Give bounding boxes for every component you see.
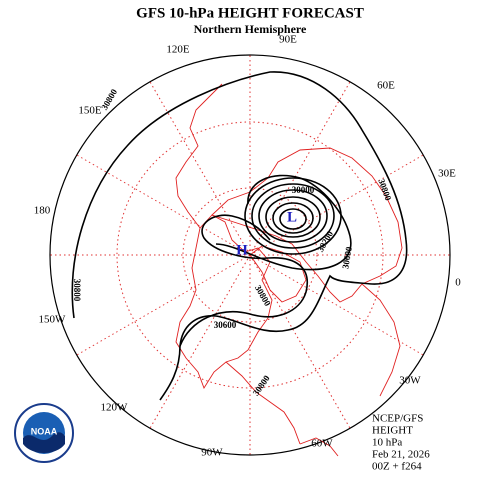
subtitle: Northern Hemisphere: [194, 22, 307, 36]
contour: [244, 177, 342, 255]
globe: 30800 30800 30800 30800 30600 30000 3020…: [49, 54, 451, 457]
longitude-label: 180: [34, 205, 51, 217]
longitude-label: 60E: [377, 80, 395, 92]
info-line: HEIGHT: [372, 425, 413, 437]
info-line: 00Z + f264: [372, 461, 422, 473]
logo-wave: [23, 432, 65, 453]
meridian: [249, 254, 424, 356]
coast-greenland: [249, 245, 307, 303]
info-line: 10 hPa: [372, 437, 402, 449]
contour: [258, 189, 328, 243]
contour-label: 30800: [99, 87, 119, 112]
info-line: NCEP/GFS: [372, 413, 423, 425]
contour-label: 30600: [214, 320, 237, 330]
longitude-label: 120W: [101, 402, 129, 414]
latitude-circle: [116, 121, 384, 389]
contour: [265, 196, 321, 238]
longitude-label: 30E: [438, 168, 456, 180]
info-block: NCEP/GFS HEIGHT 10 hPa Feb 21, 2026 00Z …: [372, 413, 430, 473]
meridian: [149, 81, 251, 256]
contour-label: 30800: [251, 373, 272, 398]
longitude-label: 0: [455, 277, 461, 289]
contour-label: 30800: [376, 177, 393, 202]
longitude-label: 60W: [311, 438, 333, 450]
contour: [251, 183, 335, 249]
contours: [71, 71, 408, 401]
high-center: H: [236, 242, 248, 258]
info-line: Feb 21, 2026: [372, 449, 430, 461]
meridian: [249, 81, 351, 256]
contour: [215, 174, 352, 271]
meridian: [76, 254, 251, 356]
longitude-labels: 90E 60E 30E 0 30W 60W 90W 120W 150W 180 …: [34, 34, 462, 459]
contour-label: 30600: [340, 245, 354, 269]
longitude-label: 30W: [399, 375, 421, 387]
contour: [71, 71, 408, 401]
noaa-logo: NOAA: [14, 403, 74, 463]
contour-label: 30800: [72, 279, 82, 302]
meridian: [76, 154, 251, 256]
contour: [272, 202, 314, 234]
contour-label: 30000: [292, 185, 315, 195]
coast-asia-east: [175, 83, 223, 229]
longitude-label: 120E: [166, 44, 190, 56]
latitude-circle: [182, 187, 318, 323]
meridian: [149, 254, 251, 429]
coast-south-america: [299, 437, 339, 457]
longitude-label: 150E: [78, 105, 102, 117]
meridian: [249, 254, 351, 429]
longitude-label: 90E: [279, 34, 297, 46]
meridian: [249, 154, 424, 256]
longitude-label: 90W: [201, 447, 223, 459]
longitude-label: 150W: [39, 314, 67, 326]
meridians: [50, 55, 450, 455]
coast-central-america: [225, 361, 301, 445]
title: GFS 10-hPa HEIGHT FORECAST: [136, 5, 364, 21]
logo-text: NOAA: [31, 426, 58, 436]
coast-africa: [361, 283, 401, 397]
low-center: L: [287, 209, 297, 225]
contour: [179, 214, 308, 347]
globe-edge: [49, 54, 451, 456]
coast-eurasia: [211, 147, 403, 303]
contour: [279, 208, 307, 230]
